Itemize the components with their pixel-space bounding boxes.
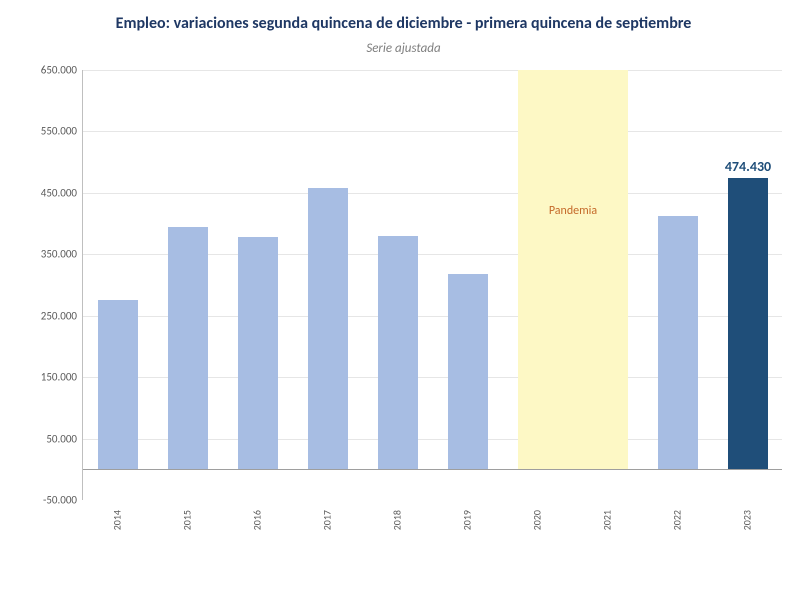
pandemic-band — [518, 70, 629, 469]
y-tick-label: 250.000 — [41, 309, 77, 322]
x-tick-label: 2018 — [391, 510, 404, 530]
bar-value-label: 474.430 — [725, 158, 771, 175]
y-tick-label: 150.000 — [41, 371, 77, 384]
y-tick-label: 650.000 — [41, 64, 77, 77]
bar — [378, 236, 419, 469]
gridline — [83, 70, 782, 71]
x-tick-label: 2019 — [461, 510, 474, 530]
y-tick-label: 350.000 — [41, 248, 77, 261]
x-tick-label: 2021 — [601, 510, 614, 530]
y-tick-label: 550.000 — [41, 125, 77, 138]
x-tick-label: 2014 — [111, 510, 124, 530]
bar — [238, 237, 279, 469]
bar — [658, 216, 699, 469]
x-tick-label: 2016 — [251, 510, 264, 530]
chart-subtitle: Serie ajustada — [20, 41, 787, 56]
chart-title: Empleo: variaciones segunda quincena de … — [20, 14, 787, 33]
bar — [98, 300, 139, 469]
x-axis-labels: 2014 2015 2016 2017 2018 2019 2020 2021 2022 2023 — [82, 506, 782, 546]
x-tick-label: 2015 — [181, 510, 194, 530]
bar — [308, 188, 349, 469]
bar — [448, 274, 489, 469]
gridline — [83, 131, 782, 132]
x-tick-label: 2023 — [741, 510, 754, 530]
pandemic-label: Pandemia — [549, 204, 597, 218]
bar — [168, 227, 209, 470]
chart-area: -50.00050.000150.000250.000350.000450.00… — [82, 70, 777, 546]
x-tick-label: 2022 — [671, 510, 684, 530]
zero-baseline — [83, 469, 782, 470]
y-tick-label: -50.000 — [43, 494, 77, 507]
y-tick-label: 50.000 — [46, 432, 77, 445]
x-tick-label: 2020 — [531, 510, 544, 530]
plot-area: -50.00050.000150.000250.000350.000450.00… — [82, 70, 782, 500]
y-axis-labels: -50.00050.000150.000250.000350.000450.00… — [21, 70, 77, 500]
y-tick-label: 450.000 — [41, 186, 77, 199]
x-tick-label: 2017 — [321, 510, 334, 530]
bar — [728, 178, 769, 469]
gridline — [83, 193, 782, 194]
